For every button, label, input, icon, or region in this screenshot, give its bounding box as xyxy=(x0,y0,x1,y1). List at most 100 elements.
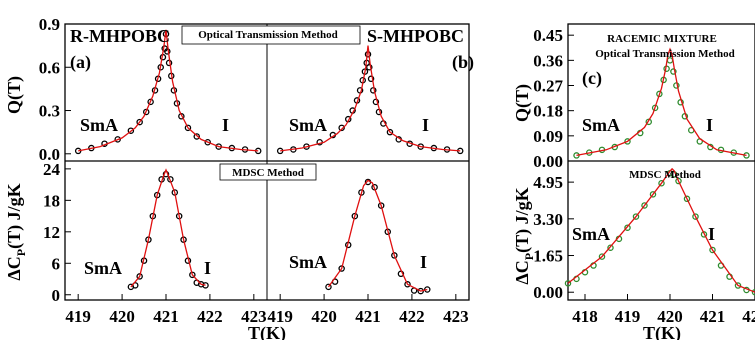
data-point xyxy=(325,283,332,291)
y-tick-label: 0.18 xyxy=(533,102,563,121)
y-tick-label: 1.65 xyxy=(533,247,563,266)
panel-c: 0.00 0.09 0.18 0.27 0.36 0.45 RACEMIC MIXTURE O… xyxy=(533,26,750,171)
data-point xyxy=(127,127,135,134)
data-point xyxy=(204,139,211,146)
x-tick-label: 420 xyxy=(657,307,683,326)
data-point xyxy=(598,253,606,260)
data-point xyxy=(372,98,380,106)
data-point xyxy=(386,128,394,136)
method-box xyxy=(219,163,317,181)
svg-text:ΔCP(T) J/gK: ΔCP(T) J/gK xyxy=(512,187,536,284)
y-tick-label: 0.9 xyxy=(39,15,60,34)
fit-line xyxy=(280,45,461,152)
fit-line xyxy=(576,47,747,157)
y-tick-label: 4.95 xyxy=(533,173,563,192)
data-point xyxy=(624,138,631,145)
data-point xyxy=(147,98,154,106)
data-point xyxy=(377,202,385,209)
phase-label-i: I xyxy=(204,258,211,278)
phase-label-i: I xyxy=(422,115,429,135)
panel-title: R-MHPOBC xyxy=(70,26,170,46)
x-tick-label: 421 xyxy=(153,307,179,326)
data-point xyxy=(607,244,614,251)
data-point xyxy=(624,224,631,231)
data-point xyxy=(338,124,345,132)
x-tick-label: 420 xyxy=(109,307,135,326)
panel-a: 0.0 0.3 0.6 0.9 R-MHPOBC Optical Transmission… xyxy=(39,15,361,164)
y-tick-label: 0.27 xyxy=(533,77,563,96)
method-label: Optical Transmission Method xyxy=(198,29,338,41)
data-point xyxy=(142,108,150,116)
y-tick-label: 0.36 xyxy=(533,51,563,70)
data-point xyxy=(683,195,691,203)
data-point xyxy=(338,265,345,272)
fit-line xyxy=(327,179,428,292)
y-axis-title-bottom-c: ΔCP(T) J/gK xyxy=(512,187,536,284)
y-title-sub: P xyxy=(14,249,28,256)
x-tick-label: 423 xyxy=(241,307,267,326)
x-tick-label: 422 xyxy=(742,307,755,326)
y-tick-label: 0.0 xyxy=(39,145,60,164)
y-tick-label: 6 xyxy=(52,254,61,273)
x-tick-label: 421 xyxy=(355,307,381,326)
x-tick-label: 420 xyxy=(311,307,337,326)
panel-a-bottom: 0 6 12 18 24 419 420 421 422 423 MDSC Method SmA I xyxy=(43,160,317,326)
data-point xyxy=(370,87,377,94)
data-point xyxy=(709,246,716,254)
x-tick-label: 419 xyxy=(65,307,91,326)
data-point xyxy=(751,288,755,296)
data-point xyxy=(649,191,657,198)
data-point xyxy=(700,231,708,238)
svg-text:ΔCP(T) J/gK: ΔCP(T) J/gK xyxy=(4,183,28,280)
x-tick-label: 419 xyxy=(615,307,641,326)
phase-label-i: I xyxy=(222,115,229,135)
phase-label-i: I xyxy=(708,224,715,244)
data-point xyxy=(193,133,200,140)
y-tick-label: 0.3 xyxy=(39,102,60,121)
y-tick-label: 18 xyxy=(43,191,60,210)
fit-line xyxy=(567,167,755,293)
phase-label-sma: SmA xyxy=(572,224,610,244)
y-tick-label: 0.45 xyxy=(533,26,563,45)
y-tick-label: 0.00 xyxy=(533,283,563,302)
panel-b-bottom: 419 420 421 422 423 SmA I xyxy=(267,178,469,326)
x-axis-title-right: T(K) xyxy=(643,323,681,340)
data-point xyxy=(675,177,682,185)
panel-label: (b) xyxy=(452,52,474,73)
y-tick-label: 0 xyxy=(52,286,61,305)
data-point xyxy=(658,179,665,187)
data-point xyxy=(734,282,742,289)
plot-frame-right xyxy=(567,23,755,301)
data-point xyxy=(164,48,171,55)
method-label: MDSC Method xyxy=(629,169,701,181)
y-tick-label: 12 xyxy=(43,223,60,242)
x-tick-label: 421 xyxy=(700,307,726,326)
fit-line xyxy=(78,29,259,152)
y-tick-label: 0.09 xyxy=(533,127,563,146)
panel-c-bottom: 0.00 1.65 3.30 4.95 418 419 420 421 422 MDSC Meth… xyxy=(533,167,755,326)
panel-title: RACEMIC MIXTURE xyxy=(607,33,717,45)
x-axis-title-left: T(K) xyxy=(248,323,286,340)
x-tick-label: 418 xyxy=(572,307,598,326)
y-tick-label: 0.6 xyxy=(39,58,60,77)
fit-line xyxy=(130,168,206,288)
y-tick-label: 3.30 xyxy=(533,210,563,229)
x-tick-label: 422 xyxy=(197,307,223,326)
data-point xyxy=(641,202,648,209)
method-label: MDSC Method xyxy=(232,167,304,179)
panels: 0.0 0.3 0.6 0.9 R-MHPOBC Optical Transmission… xyxy=(39,15,755,326)
data-point xyxy=(692,213,699,220)
y-axis-title-bottom: ΔCP(T) J/gK xyxy=(4,183,28,280)
method-label: Optical Transmission Method xyxy=(595,48,735,60)
data-point xyxy=(670,68,677,75)
y-title-sub-c: P xyxy=(522,253,536,260)
data-point xyxy=(184,124,192,132)
phase-label-sma: SmA xyxy=(289,115,327,135)
y-axis-title-top: Q(T) xyxy=(4,76,25,114)
phase-label-sma: SmA xyxy=(289,252,327,272)
method-box xyxy=(181,25,361,45)
panel-label: (a) xyxy=(70,52,91,73)
y-title-prefix: ΔC xyxy=(4,256,24,280)
data-point xyxy=(114,136,121,143)
